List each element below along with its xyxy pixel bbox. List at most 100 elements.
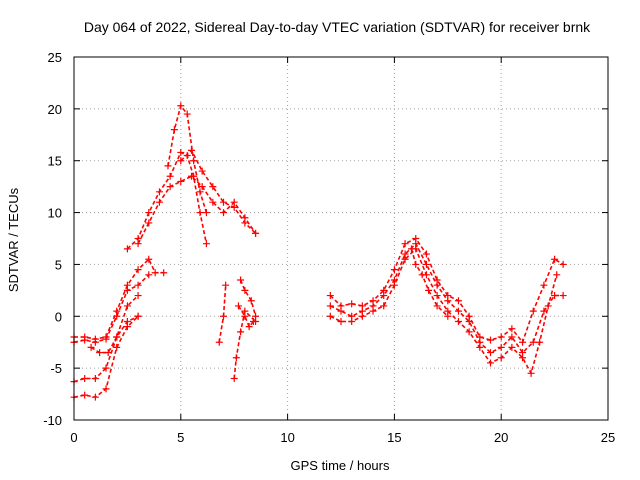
data-point <box>508 333 516 341</box>
data-point <box>102 335 110 343</box>
data-point <box>104 349 112 357</box>
data-point <box>81 336 89 344</box>
data-point <box>529 307 537 315</box>
y-tick-label: -5 <box>50 361 62 376</box>
data-point <box>241 219 249 227</box>
data-point <box>91 375 99 383</box>
x-axis-label: GPS time / hours <box>291 458 390 473</box>
data-point <box>476 343 484 351</box>
data-point <box>209 183 217 191</box>
data-point <box>401 255 409 263</box>
data-point <box>166 172 174 180</box>
data-point <box>551 255 559 263</box>
data-point <box>145 255 153 263</box>
data-point <box>170 126 178 134</box>
data-point <box>177 157 185 165</box>
data-point <box>123 323 131 331</box>
x-tick-label: 5 <box>177 430 184 445</box>
data-point <box>177 177 185 185</box>
data-point <box>196 188 204 196</box>
data-series-track-early-b <box>70 271 153 346</box>
data-point <box>326 302 334 310</box>
data-point <box>348 300 356 308</box>
data-point <box>91 393 99 401</box>
data-point <box>444 297 452 305</box>
data-point <box>215 338 223 346</box>
y-tick-label: 10 <box>48 206 62 221</box>
data-point <box>222 281 230 289</box>
data-point <box>337 307 345 315</box>
data-point <box>164 162 172 170</box>
y-tick-label: 5 <box>55 257 62 272</box>
series-track <box>90 315 139 354</box>
data-series-track-peak-a <box>164 102 210 217</box>
data-point <box>444 312 452 320</box>
data-point <box>113 312 121 320</box>
data-point <box>91 338 99 346</box>
series-track <box>410 248 449 317</box>
data-point <box>433 281 441 289</box>
data-point <box>241 312 249 320</box>
plot-frame <box>73 56 609 421</box>
data-point <box>369 307 377 315</box>
data-point <box>487 336 495 344</box>
data-point <box>412 260 420 268</box>
data-point <box>81 391 89 399</box>
data-point <box>134 281 142 289</box>
series-track <box>180 148 257 234</box>
chart-title: Day 064 of 2022, Sidereal Day-to-day VTE… <box>84 19 591 35</box>
data-point <box>234 302 242 310</box>
data-point <box>113 333 121 341</box>
data-point <box>232 354 240 362</box>
data-point <box>123 245 131 253</box>
data-point <box>237 276 245 284</box>
data-point <box>196 209 204 217</box>
data-series-track-dip-a <box>215 281 230 346</box>
data-point <box>166 183 174 191</box>
data-point <box>551 292 559 300</box>
data-point <box>183 110 191 118</box>
data-point <box>247 297 255 305</box>
data-point <box>155 188 163 196</box>
data-point <box>559 260 567 268</box>
axis-ticks: 0 5 10 15 20 25 -10 -5 0 5 10 15 20 25 <box>43 50 615 445</box>
data-point <box>553 271 561 279</box>
series-track <box>137 175 257 245</box>
data-point <box>433 292 441 300</box>
data-point <box>527 369 535 377</box>
y-tick-label: 25 <box>48 50 62 65</box>
data-point <box>401 240 409 248</box>
data-point <box>220 312 228 320</box>
data-point <box>160 269 168 277</box>
y-tick-label: 20 <box>48 102 62 117</box>
data-point <box>487 359 495 367</box>
data-point <box>245 323 253 331</box>
data-point <box>190 157 198 165</box>
y-tick-label: 15 <box>48 154 62 169</box>
data-point <box>151 269 159 277</box>
data-point <box>508 343 516 351</box>
data-point <box>425 286 433 294</box>
data-point <box>559 292 567 300</box>
x-tick-label: 25 <box>601 430 615 445</box>
data-point <box>241 286 249 294</box>
data-point <box>487 349 495 357</box>
data-point <box>177 148 185 156</box>
data-point <box>390 281 398 289</box>
y-axis-label: SDTVAR / TECUs <box>6 187 21 292</box>
data-point <box>134 312 142 320</box>
data-point <box>380 292 388 300</box>
data-point <box>252 229 260 237</box>
y-tick-label: 0 <box>55 309 62 324</box>
data-point <box>390 266 398 274</box>
data-point <box>102 385 110 393</box>
data-point <box>96 349 104 357</box>
data-point <box>177 102 185 110</box>
data-point <box>230 375 238 383</box>
x-tick-label: 20 <box>494 430 508 445</box>
data-point <box>198 183 206 191</box>
series-track <box>74 257 164 340</box>
data-point <box>237 328 245 336</box>
